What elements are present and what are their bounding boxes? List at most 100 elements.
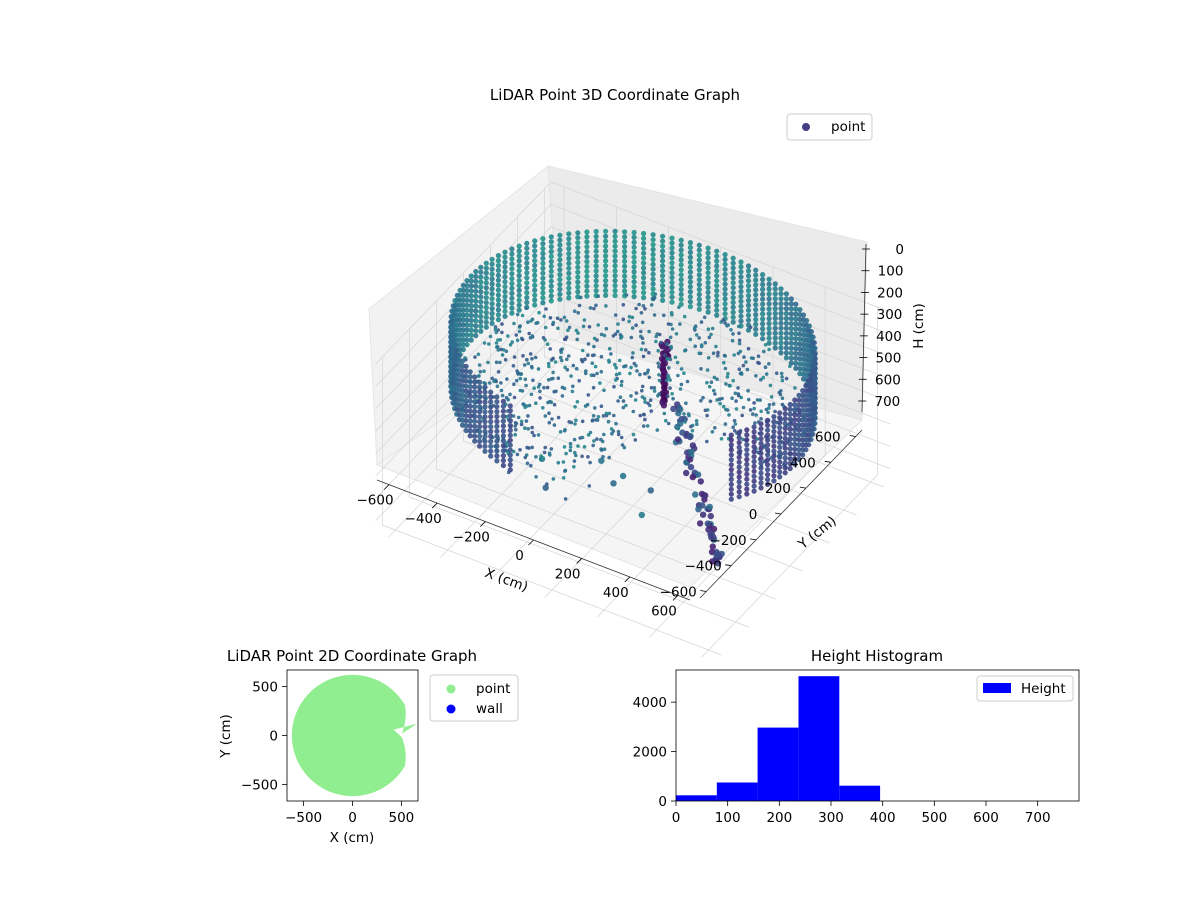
point-3d [758, 465, 764, 471]
point-3d [745, 297, 752, 304]
point-3d [787, 456, 793, 462]
point-3d [730, 285, 736, 291]
point-3d [464, 283, 470, 289]
point-3d [748, 408, 753, 412]
point-3d [550, 417, 554, 421]
point-3d [753, 331, 759, 337]
point-3d [548, 347, 552, 351]
point-3d [449, 330, 455, 336]
grid-line [550, 226, 891, 358]
point-3d [548, 244, 554, 250]
point-3d [641, 255, 647, 261]
point-3d [509, 290, 515, 296]
point-3d [752, 401, 756, 405]
point-3d [631, 234, 637, 240]
point-3d [483, 285, 489, 291]
point-3d [482, 448, 488, 454]
point-3d [705, 275, 711, 281]
point-3d [478, 313, 484, 320]
point-3d [450, 336, 456, 342]
point-3d [540, 270, 546, 276]
point-3d [694, 471, 702, 478]
point-3d [736, 386, 740, 390]
point-3d [694, 333, 699, 337]
grid-line [375, 181, 552, 365]
point-3d [653, 292, 658, 296]
point-3d [524, 270, 530, 276]
point-3d [478, 309, 484, 315]
point-3d [778, 345, 784, 351]
point-3d [483, 275, 489, 281]
point-3d [714, 288, 720, 294]
point-3d [713, 557, 720, 564]
point-3d [454, 347, 460, 353]
point-3d [500, 443, 506, 449]
point-3d [787, 461, 793, 467]
point-3d [557, 276, 563, 283]
point-3d [516, 302, 522, 308]
point-3d [678, 242, 684, 248]
point-3d [557, 291, 563, 297]
point-3d [509, 246, 515, 252]
y-axis-2d-label: Y (cm) [218, 714, 234, 759]
point-3d [463, 368, 469, 374]
point-3d [669, 235, 675, 241]
point-3d [772, 291, 778, 297]
point-3d [575, 264, 581, 270]
point-3d [532, 267, 538, 274]
point-3d [532, 277, 538, 283]
point-3d [467, 384, 473, 390]
point-3d [633, 438, 638, 442]
point-3d [723, 354, 727, 358]
point-3d [687, 304, 694, 310]
point-3d [722, 281, 728, 287]
point-3d [758, 450, 764, 456]
point-3d [787, 465, 793, 472]
point-3d [714, 253, 720, 259]
point-3d [586, 353, 590, 358]
point-3d [476, 374, 481, 378]
point-3d [548, 273, 554, 279]
point-3d [771, 419, 777, 425]
point-3d [793, 336, 799, 342]
point-3d [767, 362, 771, 366]
point-3d [586, 455, 590, 459]
point-3d [796, 442, 802, 448]
point-3d [771, 438, 777, 444]
point-3d [738, 274, 744, 280]
point-3d [751, 449, 757, 455]
point-3d [728, 447, 734, 453]
point-3d [695, 422, 699, 427]
point-3d [714, 344, 718, 349]
point-3d [687, 259, 694, 265]
point-3d [522, 363, 527, 367]
point-3d [780, 375, 784, 379]
point-3d [641, 354, 646, 359]
ticks-3d: −600−400−2000200400600−600−400−200020040… [356, 242, 904, 619]
point-3d [793, 346, 799, 352]
point-3d [464, 292, 470, 298]
point-3d [641, 245, 647, 251]
point-3d [478, 294, 484, 300]
point-3d [772, 296, 778, 302]
point-3d [730, 396, 734, 401]
point-3d [516, 415, 521, 420]
point-3d [506, 334, 510, 338]
point-3d [489, 266, 495, 272]
point-3d [509, 300, 515, 306]
point-3d [746, 346, 751, 351]
point-3d [574, 418, 578, 423]
point-3d [793, 355, 799, 361]
point-3d [572, 437, 577, 442]
point-3d [478, 264, 484, 270]
point-3d [660, 283, 666, 289]
y-tick-3d-label: 200 [765, 481, 791, 497]
point-3d [542, 314, 546, 319]
point-3d [532, 433, 536, 438]
point-3d [515, 452, 520, 457]
point-3d [593, 263, 599, 269]
point-3d [733, 391, 738, 396]
point-3d [596, 294, 600, 299]
point-3d [563, 469, 567, 473]
point-3d [530, 357, 534, 361]
